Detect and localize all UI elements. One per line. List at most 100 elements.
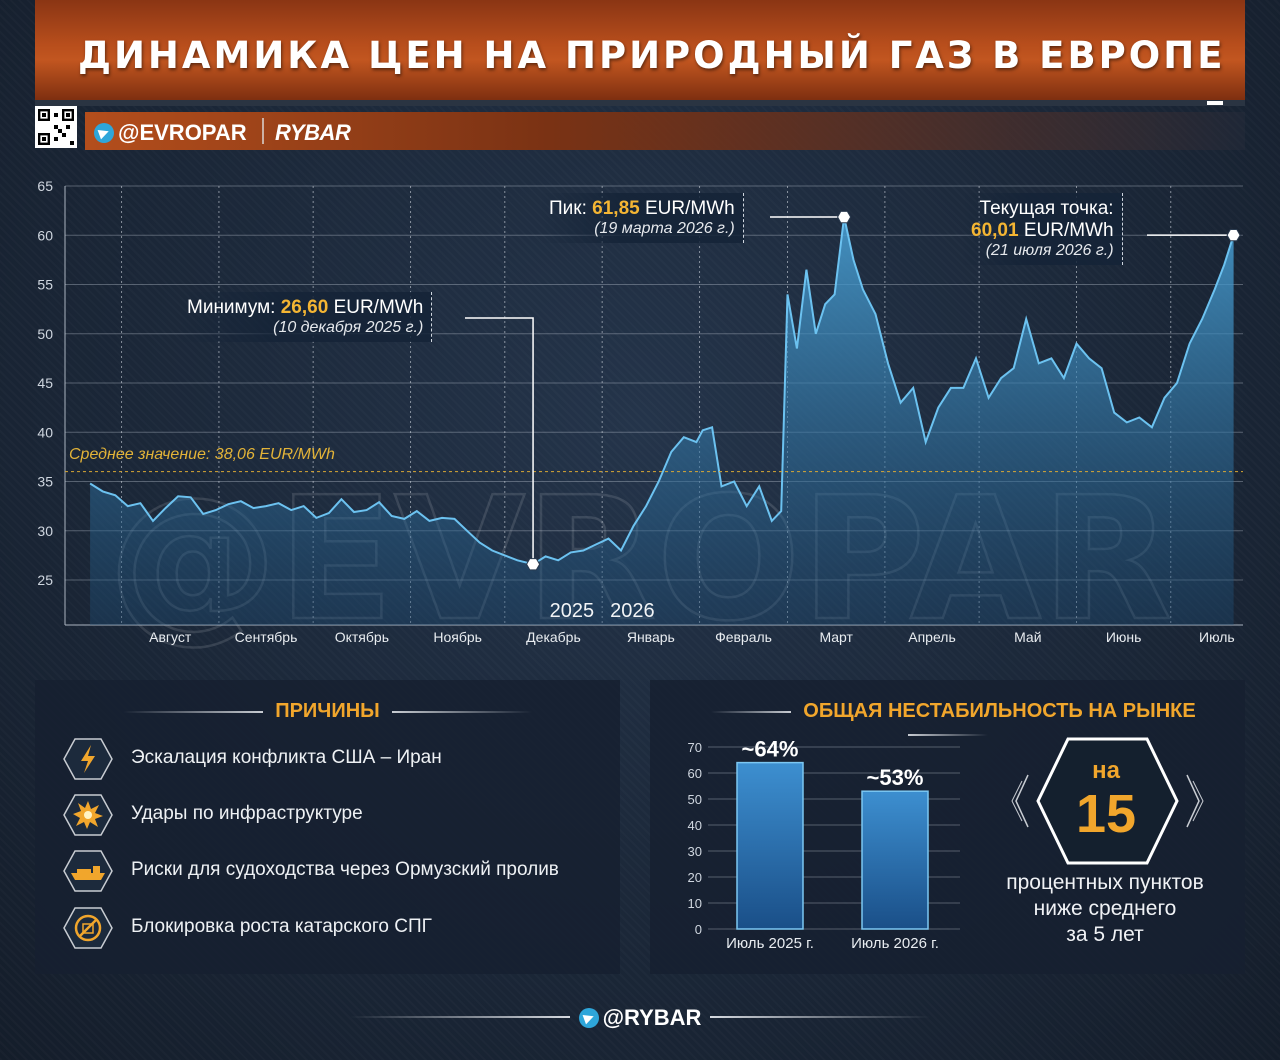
current-value: 60,01	[971, 220, 1019, 241]
month-label: Октябрь	[335, 629, 389, 645]
reason-text: Риски для судоходства через Ормузский пр…	[131, 859, 559, 880]
bar-y-tick: 50	[688, 792, 702, 807]
page-title: ДИНАМИКА ЦЕН НА ПРИРОДНЫЙ ГАЗ В ЕВРОПЕ	[78, 34, 1226, 77]
source-bar	[85, 112, 1245, 150]
peak-prefix: Пик:	[549, 198, 587, 219]
bars	[736, 761, 929, 930]
instability-bar-chart: 0 10 20 30 40 50 60 70 Июль 2025 г. Июль 2026 г.…	[688, 737, 960, 952]
brand-logo: RYBAR	[275, 120, 351, 145]
footer-line-right	[710, 1016, 930, 1018]
bar-categories: Июль 2025 г. Июль 2026 г.	[726, 935, 939, 952]
reason-text: Эскалация конфликта США – Иран	[131, 747, 442, 768]
year-label: 2025	[550, 600, 595, 622]
average-label: Среднее значение: 38,06 EUR/MWh	[69, 446, 335, 463]
bar-y-ticks: 0 10 20 30 40 50 60 70	[688, 740, 702, 937]
min-value: 26,60	[280, 297, 329, 318]
y-tick-label: 40	[37, 424, 53, 440]
qr-code-icon	[35, 106, 77, 148]
big-caption: процентных пунктов ниже среднего за 5 ле…	[985, 870, 1225, 948]
price-line	[89, 216, 1235, 566]
y-tick-label: 65	[37, 178, 53, 194]
month-label: Ноябрь	[433, 629, 482, 645]
min-prefix: Минимум:	[187, 297, 276, 318]
blocked-gas-icon	[63, 907, 113, 949]
year-labels: 2025 2026	[550, 600, 655, 622]
month-label: Июль	[1199, 629, 1235, 645]
callout-leaders	[465, 216, 1234, 565]
reasons-panel: ПРИЧИНЫ Эскалация конфликта США – Иран У…	[35, 680, 620, 974]
bar	[861, 790, 929, 930]
peak-callout: Пик: 61,85 EUR/MWh (19 марта 2026 г.)	[540, 193, 744, 243]
month-label: Июнь	[1106, 629, 1142, 645]
month-label: Август	[149, 629, 192, 645]
callout-markers	[526, 210, 1241, 571]
y-tick-label: 50	[37, 326, 53, 342]
reason-text: Удары по инфраструктуре	[131, 803, 363, 824]
y-tick-label: 55	[37, 277, 53, 293]
y-tick-label: 35	[37, 474, 53, 490]
min-marker	[526, 558, 541, 571]
month-label: Январь	[627, 629, 675, 645]
lightning-icon	[63, 738, 113, 780]
peak-date: (19 марта 2026 г.)	[594, 220, 735, 237]
footer-text: @RYBAR	[602, 1005, 702, 1031]
footer-line-left	[350, 1016, 570, 1018]
min-callout: Минимум: 26,60 EUR/MWh (10 декабря 2025 …	[178, 292, 433, 342]
peak-value: 61,85	[592, 198, 640, 219]
caption-line: ниже среднего	[1033, 897, 1177, 920]
header-divider	[35, 100, 1245, 106]
y-tick-label: 25	[37, 572, 53, 588]
tanker-ship-icon	[63, 850, 113, 892]
bar-value-label: ~53%	[867, 765, 924, 790]
min-date: (10 декабря 2025 г.)	[273, 319, 424, 336]
bar-y-tick: 30	[688, 844, 702, 859]
price-area	[90, 217, 1234, 625]
peak-unit: EUR/MWh	[644, 198, 735, 219]
year-label: 2026	[610, 600, 655, 622]
current-callout: Текущая точка: 60,01 EUR/MWh (21 июля 20…	[962, 193, 1123, 265]
footer-handle[interactable]: @RYBAR	[0, 1004, 1280, 1031]
y-tick-label: 60	[37, 227, 53, 243]
bar-y-tick: 40	[688, 818, 702, 833]
reasons-title-row: ПРИЧИНЫ	[35, 700, 620, 723]
bar-y-tick: 70	[688, 740, 702, 755]
current-prefix: Текущая точка:	[979, 198, 1114, 219]
current-date: (21 июля 2026 г.)	[985, 242, 1114, 259]
month-label: Февраль	[715, 629, 772, 645]
telegram-icon	[578, 1008, 599, 1029]
month-label: Апрель	[908, 629, 956, 645]
reasons-title: ПРИЧИНЫ	[275, 700, 380, 722]
y-tick-label: 45	[37, 375, 53, 391]
handle-text: @EVROPAR	[118, 120, 247, 146]
bar	[736, 761, 804, 930]
bar-category-label: Июль 2025 г.	[726, 935, 814, 952]
instability-title-row: ОБЩАЯ НЕСТАБИЛЬНОСТЬ НА РЫНКЕ	[650, 700, 1245, 746]
telegram-handle[interactable]: @EVROPAR	[94, 119, 247, 146]
bar-y-tick: 10	[688, 896, 702, 911]
bar-y-tick: 0	[695, 922, 702, 937]
separator	[262, 118, 264, 144]
header-banner	[35, 0, 1245, 100]
caption-line: за 5 лет	[1066, 923, 1144, 946]
y-tick-label: 30	[37, 523, 53, 539]
bar-value-label: ~64%	[742, 737, 799, 762]
bar-y-tick: 20	[688, 870, 702, 885]
hexagon-badge	[1011, 737, 1204, 865]
bar-y-tick: 60	[688, 766, 702, 781]
explosion-icon	[63, 794, 113, 836]
peak-marker	[837, 210, 852, 224]
month-label: Май	[1014, 629, 1041, 645]
bar-value-labels: ~64% ~53%	[742, 737, 924, 791]
month-label: Сентябрь	[235, 629, 298, 645]
current-unit: EUR/MWh	[1023, 220, 1114, 241]
bar-category-label: Июль 2026 г.	[851, 935, 939, 952]
reason-text: Блокировка роста катарского СПГ	[131, 916, 432, 937]
current-marker	[1226, 229, 1241, 242]
x-axis-months: Август Сентябрь Октябрь Ноябрь Декабрь Январь…	[149, 629, 1235, 645]
telegram-icon	[94, 123, 114, 144]
big-number: 15	[1075, 784, 1137, 844]
instability-title: ОБЩАЯ НЕСТАБИЛЬНОСТЬ НА РЫНКЕ	[803, 700, 1196, 722]
y-axis-ticks: 25 30 35 40 45 50 55 60 65	[37, 178, 53, 588]
big-prefix: на	[1092, 757, 1120, 784]
